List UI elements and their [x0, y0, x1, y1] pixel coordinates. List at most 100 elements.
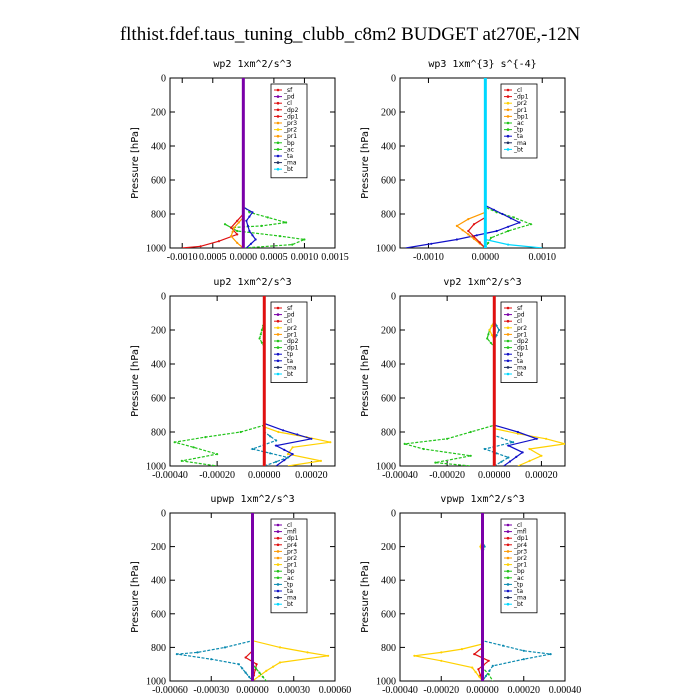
x-tick-label: 0.00030 [278, 685, 311, 696]
legend-label: _cl [283, 100, 292, 107]
legend-label: _pr3 [283, 548, 297, 555]
data-point [460, 648, 463, 651]
series-group [182, 78, 307, 248]
y-tick-label: 1000 [376, 677, 396, 688]
data-point [269, 435, 272, 438]
legend-marker [506, 352, 510, 356]
legend-label: _dp1 [513, 345, 529, 352]
data-point [180, 459, 183, 462]
y-tick-label: 200 [381, 326, 396, 337]
legend-marker [506, 556, 510, 560]
legend-label: _sf [513, 305, 523, 312]
chart-panel-5: upwp 1xm^2/s^3 Pressure [hPa] 0 200 400 600 80… [130, 494, 351, 696]
chart-panel-2: wp3 1xm^{3} s^{-4} Pressure [hPa] 0 200 400 6… [360, 59, 566, 263]
legend-marker [276, 543, 280, 547]
legend-label: _pr2 [283, 127, 297, 134]
legend-label: _dp2 [283, 107, 299, 114]
legend-label: _pr4 [283, 542, 297, 549]
legend-marker [276, 589, 280, 593]
panel-title: wp3 1xm^{3} s^{-4} [428, 59, 536, 70]
data-point [265, 669, 268, 673]
y-tick-label: 1000 [146, 677, 166, 688]
data-point [492, 208, 495, 211]
legend-marker [506, 589, 510, 593]
data-point [319, 459, 322, 462]
data-point [248, 215, 251, 218]
y-axis-label: Pressure [hPa] [360, 345, 371, 417]
data-point [223, 646, 227, 649]
series-line [455, 78, 486, 248]
y-tick-label: 600 [381, 609, 396, 620]
data-point [254, 238, 257, 241]
legend-label: _pr3 [283, 120, 297, 127]
legend-label: _dp1 [513, 535, 529, 542]
data-point [251, 447, 254, 451]
data-point [217, 240, 220, 243]
data-point [173, 441, 176, 444]
series-line [176, 513, 254, 681]
legend-label: _ac [513, 120, 524, 127]
data-point [495, 324, 498, 327]
legend-marker [506, 372, 510, 376]
chart-panel-6: vpwp 1xm^2/s^3 Pressure [hPa] 0 200 400 600 80… [360, 494, 581, 696]
series-line [174, 296, 265, 466]
x-tick-label: -0.00030 [193, 685, 229, 696]
series-line [251, 513, 329, 681]
y-tick-label: 400 [151, 142, 166, 153]
data-point [258, 671, 261, 674]
legend-marker [276, 530, 280, 533]
data-point [329, 441, 332, 444]
data-point [236, 233, 239, 236]
data-point [210, 658, 213, 661]
legend-label: _pr1 [283, 562, 297, 569]
data-point [518, 221, 521, 224]
legend-label: _tp [513, 351, 523, 358]
legend-marker [506, 115, 510, 118]
data-point [507, 444, 510, 447]
data-point [472, 235, 476, 238]
data-point [529, 223, 533, 226]
series-line [251, 513, 267, 681]
y-axis-label: Pressure [hPa] [130, 561, 141, 633]
data-point [260, 328, 263, 332]
data-point [488, 328, 491, 332]
data-point [511, 441, 515, 444]
legend-marker [276, 556, 280, 560]
data-point [495, 334, 498, 337]
panel-title: vpwp 1xm^2/s^3 [440, 494, 524, 505]
legend-marker [506, 306, 510, 310]
legend-label: _ma [513, 140, 527, 147]
legend-marker [276, 569, 280, 573]
data-point [563, 442, 565, 445]
data-point [491, 664, 494, 668]
legend-marker [506, 346, 510, 349]
y-tick-label: 400 [151, 576, 166, 587]
legend-marker [276, 134, 280, 138]
data-point [236, 241, 239, 244]
legend-marker [506, 101, 510, 105]
data-point [469, 430, 472, 434]
data-point [278, 661, 282, 664]
legend-marker [506, 148, 510, 151]
data-point [303, 238, 306, 241]
data-point [258, 337, 261, 340]
data-point [522, 649, 525, 652]
legend-marker [276, 333, 280, 336]
legend-label: _ta [283, 153, 293, 160]
data-point [277, 430, 280, 434]
legend-marker [276, 313, 280, 316]
legend-marker [276, 101, 280, 105]
data-point [403, 442, 406, 445]
x-tick-label: -0.00060 [152, 685, 188, 696]
chart-panel-4: vp2 1xm^2/s^3 Pressure [hPa] 0 200 400 600 800… [360, 277, 566, 481]
legend-label: _dp2 [513, 338, 529, 345]
x-tick-label: 0.0005 [260, 252, 288, 263]
y-tick-label: 600 [151, 394, 166, 405]
data-point [455, 224, 458, 227]
legend-label: _ma [283, 160, 297, 167]
data-point [516, 432, 520, 435]
y-tick-label: 200 [151, 326, 166, 337]
data-point [254, 667, 257, 670]
data-point [522, 658, 525, 661]
legend-label: _pr1 [283, 331, 297, 338]
